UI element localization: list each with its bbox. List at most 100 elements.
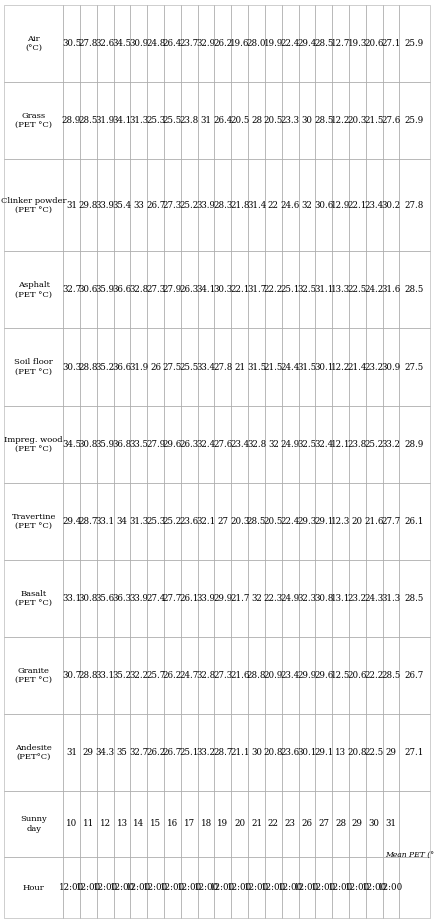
- Text: 30: 30: [369, 820, 380, 829]
- Bar: [164, 857, 181, 918]
- Bar: [80, 159, 97, 251]
- Text: 31.5: 31.5: [247, 363, 266, 372]
- Bar: [4, 82, 63, 159]
- Bar: [265, 82, 282, 159]
- Text: 32: 32: [302, 200, 312, 210]
- Bar: [332, 251, 349, 329]
- Bar: [231, 483, 248, 560]
- Text: 25.1: 25.1: [180, 749, 199, 757]
- Bar: [399, 714, 430, 791]
- Text: 25.9: 25.9: [405, 115, 424, 125]
- Bar: [399, 405, 430, 483]
- Text: 12:00: 12:00: [362, 883, 387, 892]
- Bar: [332, 637, 349, 714]
- Text: 24.6: 24.6: [280, 200, 300, 210]
- Bar: [80, 714, 97, 791]
- Text: 26: 26: [150, 363, 161, 372]
- Bar: [97, 791, 114, 857]
- Text: 22.4: 22.4: [280, 517, 300, 526]
- Text: 12:00: 12:00: [210, 883, 236, 892]
- Text: 28.5: 28.5: [381, 671, 401, 680]
- Text: Basalt
(PET °C): Basalt (PET °C): [15, 590, 52, 607]
- Text: 24.8: 24.8: [146, 39, 165, 48]
- Text: 31.5: 31.5: [297, 363, 316, 372]
- Text: 12:00: 12:00: [160, 883, 185, 892]
- Bar: [299, 560, 316, 637]
- Text: 30.6: 30.6: [79, 285, 98, 294]
- Bar: [248, 5, 265, 82]
- Text: 12.9: 12.9: [331, 200, 350, 210]
- Text: 28.5: 28.5: [314, 115, 333, 125]
- Text: 28.9: 28.9: [405, 439, 424, 449]
- Bar: [349, 251, 366, 329]
- Bar: [131, 159, 147, 251]
- Text: 12:00: 12:00: [227, 883, 252, 892]
- Bar: [349, 637, 366, 714]
- Bar: [131, 857, 147, 918]
- Bar: [399, 251, 430, 329]
- Bar: [63, 483, 80, 560]
- Bar: [80, 637, 97, 714]
- Text: 24.9: 24.9: [280, 439, 300, 449]
- Bar: [299, 791, 316, 857]
- Bar: [63, 251, 80, 329]
- Bar: [399, 560, 430, 637]
- Text: 29.9: 29.9: [297, 671, 316, 680]
- Bar: [131, 82, 147, 159]
- Text: 28.7: 28.7: [79, 517, 98, 526]
- Text: 29: 29: [352, 820, 363, 829]
- Text: 31.3: 31.3: [129, 517, 148, 526]
- Bar: [282, 82, 299, 159]
- Text: Grass
(PET °C): Grass (PET °C): [15, 112, 52, 129]
- Text: 25.5: 25.5: [180, 363, 199, 372]
- Text: 32.9: 32.9: [197, 39, 216, 48]
- Text: 30.5: 30.5: [62, 39, 81, 48]
- Bar: [332, 560, 349, 637]
- Bar: [114, 251, 131, 329]
- Bar: [332, 483, 349, 560]
- Bar: [4, 405, 63, 483]
- Text: 31.7: 31.7: [247, 285, 266, 294]
- Text: 22.2: 22.2: [365, 671, 384, 680]
- Bar: [383, 714, 399, 791]
- Text: 31: 31: [385, 820, 397, 829]
- Bar: [248, 857, 265, 918]
- Text: 29.1: 29.1: [314, 749, 333, 757]
- Text: 33: 33: [133, 200, 144, 210]
- Text: 35.9: 35.9: [95, 439, 115, 449]
- Bar: [197, 791, 214, 857]
- Text: 22.5: 22.5: [365, 749, 384, 757]
- Text: 20.5: 20.5: [230, 115, 250, 125]
- Bar: [383, 5, 399, 82]
- Bar: [147, 560, 164, 637]
- Text: 12:00: 12:00: [109, 883, 135, 892]
- Bar: [80, 329, 97, 405]
- Bar: [4, 857, 63, 918]
- Bar: [97, 82, 114, 159]
- Bar: [282, 637, 299, 714]
- Bar: [349, 791, 366, 857]
- Bar: [147, 483, 164, 560]
- Text: 27: 27: [318, 820, 329, 829]
- Bar: [114, 5, 131, 82]
- Text: 23.2: 23.2: [348, 593, 367, 603]
- Bar: [4, 251, 63, 329]
- Bar: [383, 405, 399, 483]
- Text: 30.8: 30.8: [79, 593, 98, 603]
- Text: 23.8: 23.8: [180, 115, 199, 125]
- Text: 27.9: 27.9: [146, 439, 165, 449]
- Text: 27.3: 27.3: [163, 200, 182, 210]
- Text: 11: 11: [83, 820, 94, 829]
- Bar: [131, 483, 147, 560]
- Text: 25.2: 25.2: [180, 200, 199, 210]
- Text: 12:00: 12:00: [261, 883, 286, 892]
- Bar: [282, 329, 299, 405]
- Bar: [114, 857, 131, 918]
- Bar: [114, 791, 131, 857]
- Bar: [181, 791, 197, 857]
- Text: 12:00: 12:00: [378, 883, 404, 892]
- Text: 33.2: 33.2: [197, 749, 216, 757]
- Bar: [214, 5, 231, 82]
- Text: 33.4: 33.4: [197, 363, 216, 372]
- Bar: [147, 329, 164, 405]
